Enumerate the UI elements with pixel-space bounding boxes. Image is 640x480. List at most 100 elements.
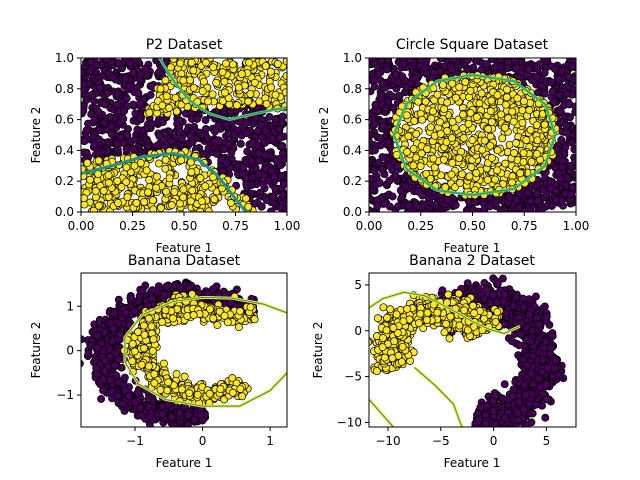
y-tick-label: 1.0 [55,51,74,65]
data-point-class0 [443,196,452,205]
data-point-class0 [269,193,278,201]
data-point-class0 [279,191,287,200]
data-point-class1 [255,97,264,106]
data-point-class0 [374,70,383,78]
data-point-class0 [448,65,456,74]
data-point-class0 [84,349,93,358]
panel-banana-2: Banana 2 Dataset Feature 1 Feature 2 −10… [311,253,577,470]
data-point-class0 [220,145,229,154]
data-point-class0 [130,307,139,316]
data-point-class0 [568,183,576,192]
data-point-class1 [189,66,198,75]
data-point-class1 [418,115,427,124]
data-point-class0 [144,142,153,150]
data-point-class1 [271,90,280,99]
y-tick-label: 0.0 [55,205,74,219]
data-point-class1 [443,98,452,107]
data-point-class1 [456,179,464,187]
data-point-class0 [94,107,103,116]
data-point-class1 [540,120,549,129]
data-point-class0 [570,145,576,154]
data-point-class0 [81,68,86,77]
data-point-class0 [552,196,561,205]
data-point-class1 [197,197,206,206]
data-point-class0 [120,386,129,395]
data-point-class0 [526,197,535,206]
panel-banana: Banana Dataset Feature 1 Feature 2 −1 0 1−… [29,253,288,470]
data-point-class1 [145,108,154,117]
data-point-class0 [106,319,115,328]
data-point-class0 [82,148,91,157]
data-point-class0 [175,116,184,125]
data-point-class1 [457,147,466,156]
data-point-class1 [439,155,448,164]
data-point-class0 [548,87,557,96]
data-point-class0 [113,89,122,98]
data-point-class1 [455,83,464,92]
data-point-class1 [491,175,499,184]
data-point-class0 [378,79,387,88]
data-point-class1 [137,360,146,369]
data-point-class0 [261,151,270,160]
data-point-class1 [144,314,153,323]
decision-boundary-core [158,58,287,121]
data-point-class1 [163,386,172,395]
data-point-class0 [566,113,574,122]
data-point-class0 [130,135,139,144]
data-point-class0 [261,127,270,136]
data-point-class1 [199,77,208,86]
data-point-class0 [239,163,248,172]
data-point-class1 [414,97,423,106]
plot-marks [81,58,287,212]
data-point-class0 [126,59,135,68]
data-point-class0 [469,205,478,212]
data-point-class0 [155,132,164,141]
data-point-class0 [571,102,576,111]
data-point-class0 [248,138,257,147]
plot-marks [369,274,568,427]
data-point-class1 [161,155,170,164]
data-point-class1 [512,139,520,148]
data-point-class0 [550,97,559,106]
data-point-class1 [204,207,213,212]
data-point-class1 [220,77,229,86]
data-point-class1 [204,97,212,106]
data-point-class1 [472,169,481,177]
data-point-class1 [518,118,527,127]
data-point-class0 [515,203,524,212]
data-point-class1 [104,171,113,180]
data-point-class0 [374,107,383,116]
data-point-class1 [176,59,185,68]
data-point-class0 [113,391,122,400]
y-tick-label: −1 [56,388,74,402]
data-point-class0 [555,90,564,99]
data-point-class0 [82,126,91,135]
data-point-class1 [177,156,186,165]
data-point-class1 [455,154,464,163]
data-point-class0 [393,78,402,86]
data-point-class1 [89,206,98,212]
data-point-class0 [129,68,138,77]
data-point-class0 [103,88,112,97]
data-point-class1 [237,69,246,78]
data-point-class1 [128,357,137,366]
data-point-class0 [121,309,130,317]
data-point-class0 [568,62,576,71]
data-point-class1 [145,176,154,185]
data-point-class0 [381,104,390,113]
data-point-class0 [81,85,88,94]
x-tick-label: 0.50 [459,219,486,233]
data-point-class1 [179,76,188,85]
data-point-class1 [213,321,222,330]
data-point-class0 [395,91,404,100]
y-axis-label: Feature 2 [311,322,325,379]
data-point-class1 [130,347,139,356]
data-point-class1 [448,117,457,126]
data-point-class1 [466,86,475,95]
data-point-class1 [156,204,165,212]
data-point-class0 [385,161,394,170]
y-tick-label: 0.0 [343,205,362,219]
data-point-class1 [267,83,276,92]
data-point-class0 [278,141,287,150]
x-tick-label: −1 [126,434,144,448]
